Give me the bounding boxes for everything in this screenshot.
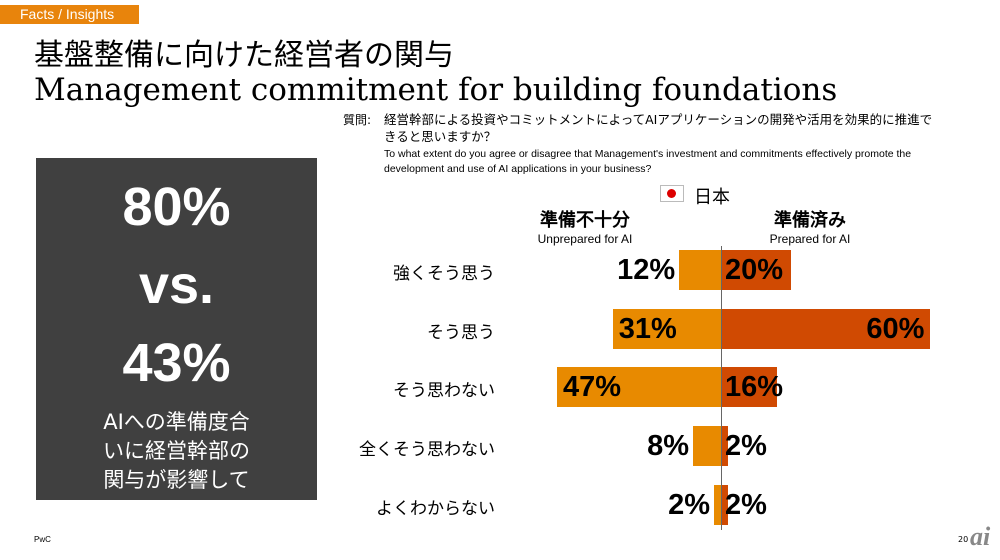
bar-prepared bbox=[721, 485, 728, 525]
bar-unprepared bbox=[714, 485, 721, 525]
question-jp: 経営幹部による投資やコミットメントによってAIアプリケーションの開発や活用を効果… bbox=[384, 112, 933, 144]
bar-prepared bbox=[721, 367, 777, 407]
bar-unprepared bbox=[556, 367, 721, 407]
legend-unprepared-en: Unprepared for AI bbox=[537, 232, 633, 246]
page-title-jp: 基盤整備に向けた経営者の関与 bbox=[34, 38, 454, 73]
value-label-prepared: 2% bbox=[725, 489, 767, 521]
summary-panel: 80% vs. 43% AIへの準備度合いに経営幹部の関与が影響している bbox=[36, 158, 317, 521]
section-tag: Facts / Insights bbox=[0, 5, 139, 24]
summary-text: AIへの準備度合いに経営幹部の関与が影響している bbox=[103, 410, 250, 521]
row-label: そう思わない bbox=[393, 381, 495, 401]
summary-vs: vs. bbox=[138, 255, 215, 315]
bar-unprepared bbox=[693, 426, 721, 466]
row-label: 全くそう思わない bbox=[359, 440, 495, 460]
legend-prepared: 準備済み Prepared for AI bbox=[730, 206, 890, 246]
chart-axis bbox=[721, 246, 722, 530]
value-label-unprepared: 47% bbox=[562, 371, 622, 403]
legend-prepared-en: Prepared for AI bbox=[769, 232, 851, 246]
value-label-prepared: 60% bbox=[866, 313, 925, 345]
page-number: 20 bbox=[958, 535, 969, 544]
ai-logo: ai bbox=[970, 522, 991, 551]
bar-prepared bbox=[721, 426, 728, 466]
row-label: よくわからない bbox=[376, 499, 495, 519]
question-en: To what extent do you agree or disagree … bbox=[384, 148, 912, 175]
row-label: そう思う bbox=[427, 323, 495, 343]
brand-footer: PwC bbox=[34, 535, 51, 544]
summary-value-a: 80% bbox=[122, 177, 231, 237]
row-label: 強くそう思う bbox=[393, 264, 495, 284]
question-label: 質問: bbox=[343, 113, 372, 127]
legend-prepared-jp: 準備済み bbox=[774, 210, 846, 231]
country-label: 日本 bbox=[694, 187, 730, 208]
value-label-unprepared: 12% bbox=[617, 254, 676, 286]
bar-prepared bbox=[721, 250, 791, 290]
value-label-unprepared: 8% bbox=[647, 430, 690, 462]
summary-value-b: 43% bbox=[122, 333, 231, 393]
value-label-prepared: 2% bbox=[725, 430, 767, 462]
value-label-prepared: 20% bbox=[725, 254, 784, 286]
value-label-unprepared: 2% bbox=[668, 489, 711, 521]
bar-unprepared bbox=[612, 309, 721, 349]
page-title-en: Management commitment for building found… bbox=[34, 72, 838, 108]
value-label-unprepared: 31% bbox=[618, 313, 677, 345]
legend-unprepared-jp: 準備不十分 bbox=[540, 210, 630, 231]
bar-prepared bbox=[721, 309, 931, 349]
japan-flag-icon bbox=[660, 185, 684, 202]
value-label-prepared: 16% bbox=[725, 371, 784, 403]
legend-unprepared: 準備不十分 Unprepared for AI bbox=[505, 206, 665, 246]
bar-unprepared bbox=[679, 250, 721, 290]
